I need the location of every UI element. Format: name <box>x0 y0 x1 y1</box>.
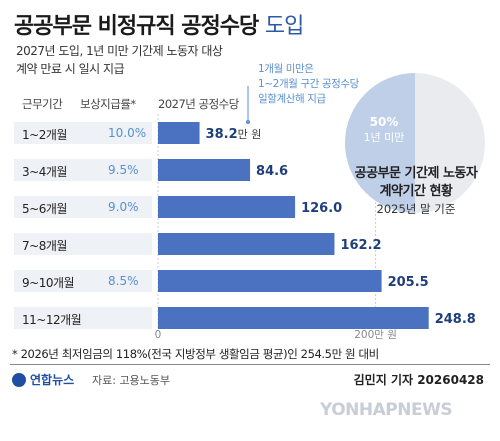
rate-label: 9.5% <box>108 163 139 177</box>
watermark: YONHAPNEWS <box>320 400 453 420</box>
table-row-background <box>14 233 152 255</box>
pie-percent-label: 50% <box>370 115 399 129</box>
bar <box>158 233 335 255</box>
table-row-background <box>14 307 152 329</box>
rate-label: 8.5% <box>108 274 139 288</box>
bar <box>158 307 429 329</box>
yonhap-logo-icon <box>12 373 26 387</box>
subtitle-line-1: 2027년 도입, 1년 미만 기간제 노동자 대상 <box>16 44 223 58</box>
source-credit: 자료: 고용노동부 <box>92 374 171 387</box>
bar-value-label: 126.0 <box>301 201 342 216</box>
category-label: 3~4개월 <box>22 165 67 179</box>
category-label: 9~10개월 <box>22 276 75 290</box>
column-header-period: 근무기간 <box>22 97 63 111</box>
table-row-background <box>14 196 152 218</box>
footnote: * 2026년 최저임금의 118%(전국 지방정부 생활임금 평균)인 254… <box>12 347 379 361</box>
bar <box>158 270 382 292</box>
subtitle-line-2: 계약 만료 시 일시 지급 <box>16 62 125 76</box>
title-main: 공공부문 비정규직 공정수당 <box>14 14 259 39</box>
title-suffix: 도입 <box>264 14 304 39</box>
bar-value-label: 84.6 <box>256 164 288 179</box>
footer-divider <box>10 364 490 365</box>
bar-value-label: 248.8 <box>435 312 476 327</box>
pie-caption-line-1: 공공부문 기간제 노동자 <box>354 166 478 181</box>
bar-value-label: 38.2만 원 <box>206 127 262 142</box>
category-label: 5~6개월 <box>22 202 67 216</box>
value-unit: 만 원 <box>238 128 262 141</box>
table-row-background <box>14 270 152 292</box>
pie-caption-line-2: 계약기간 현황 <box>379 184 453 199</box>
bar-value-label: 205.5 <box>388 275 429 290</box>
annotation-note-line: 1개월 미만은 <box>258 63 314 75</box>
annotation-note-line: 일할계산해 지급 <box>258 93 326 105</box>
pie-category-label: 1년 미만 <box>364 131 405 144</box>
bar-value-label: 162.2 <box>340 238 381 253</box>
author-credit: 김민지 기자 20260428 <box>353 373 484 387</box>
bar <box>158 159 251 181</box>
annotation-note-line: 1~2개월 구간 공정수당 <box>258 78 359 90</box>
rate-label: 9.0% <box>108 200 139 214</box>
pie-chart-graphic: 50% 1년 미만 <box>345 73 485 213</box>
annotation-note: 1개월 미만은 1~2개월 구간 공정수당 일할계산해 지급 <box>258 62 359 107</box>
yonhap-logo-text: 연합뉴스 <box>30 373 75 387</box>
x-tick-label: 0 <box>155 329 162 341</box>
pie-slice-highlight <box>345 73 415 213</box>
column-header-amount: 2027년 공정수당 <box>158 97 239 111</box>
pie-date: 2025년 말 기준 <box>376 202 456 216</box>
yonhap-logo: 연합뉴스 <box>12 371 74 388</box>
table-row-background <box>14 122 152 144</box>
bar <box>158 122 200 144</box>
table-row-background <box>14 159 152 181</box>
column-header-rate: 보상지급률* <box>80 97 136 111</box>
page-title: 공공부문 비정규직 공정수당 도입 <box>14 8 304 40</box>
category-label: 7~8개월 <box>22 239 67 253</box>
x-tick-label: 200만 원 <box>354 329 397 341</box>
category-label: 1~2개월 <box>22 128 67 142</box>
category-label: 11~12개월 <box>22 313 82 327</box>
pie-chart: 50% 1년 미만 <box>340 68 490 218</box>
bar <box>158 196 296 218</box>
rate-label: 10.0% <box>108 126 147 140</box>
